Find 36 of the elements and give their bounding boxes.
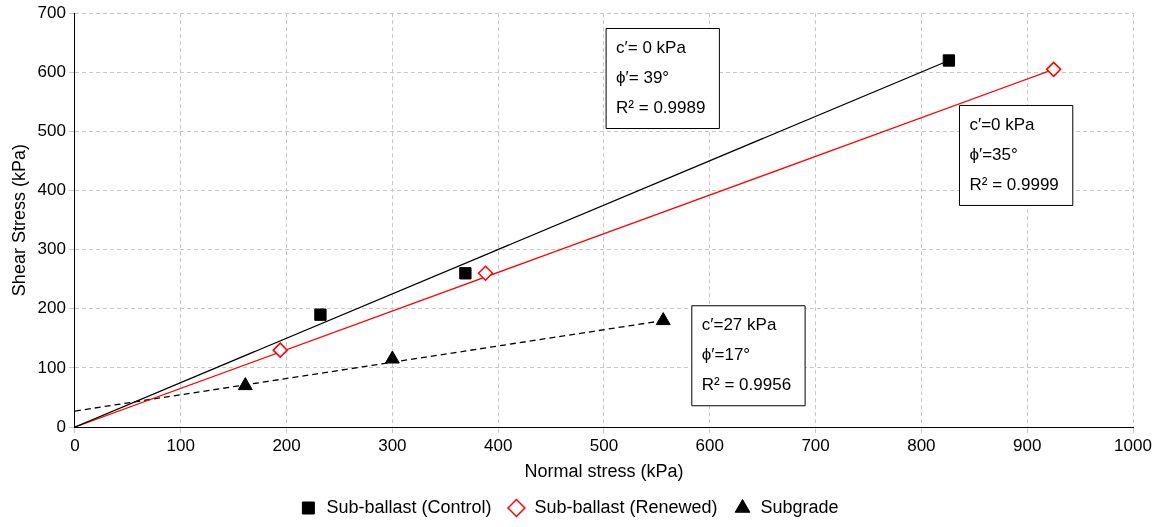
legend-label: Subgrade	[760, 496, 839, 517]
y-tick-label: 0	[56, 416, 66, 436]
point	[384, 350, 400, 364]
legend-label: Sub-ballast (Control)	[326, 496, 492, 517]
x-tick-label: 800	[907, 435, 936, 455]
y-tick-label: 500	[37, 121, 66, 141]
y-axis-title: Shear Stress (kPa)	[8, 144, 29, 297]
annotation: c′=0 kPa ϕ′=35° R² = 0.9999	[969, 115, 1059, 195]
legend-label: Sub-ballast (Renewed)	[534, 496, 718, 517]
x-tick-label: 1000	[1114, 435, 1152, 455]
point	[459, 267, 472, 280]
x-tick-label: 0	[70, 435, 80, 455]
point	[272, 342, 288, 358]
point	[477, 265, 494, 282]
x-tick-label: 600	[695, 435, 724, 455]
y-tick-label: 600	[37, 62, 66, 81]
x-tick-label: 300	[378, 435, 407, 455]
point	[237, 377, 253, 391]
y-tick-label: 200	[37, 298, 66, 318]
y-tick-label: 300	[37, 239, 66, 259]
point	[1045, 61, 1062, 78]
x-tick-label: 700	[801, 435, 830, 455]
x-tick-label: 500	[589, 435, 619, 455]
y-tick-label: 700	[37, 2, 66, 22]
x-axis-title: Normal stress (kPa)	[524, 461, 684, 482]
y-tick-label: 400	[37, 180, 66, 200]
point	[942, 54, 956, 67]
point	[314, 308, 327, 321]
x-tick-label: 100	[166, 435, 195, 455]
x-tick-label: 900	[1013, 435, 1042, 455]
point	[655, 312, 671, 326]
annotation: c′=27 kPa ϕ′=17° R² = 0.9956	[701, 315, 792, 395]
y-tick-label: 100	[37, 357, 66, 377]
annotation: c′= 0 kPa ϕ′= 39° R² = 0.9989	[616, 38, 706, 118]
x-tick-label: 400	[483, 435, 513, 455]
x-tick-label: 200	[272, 435, 301, 455]
